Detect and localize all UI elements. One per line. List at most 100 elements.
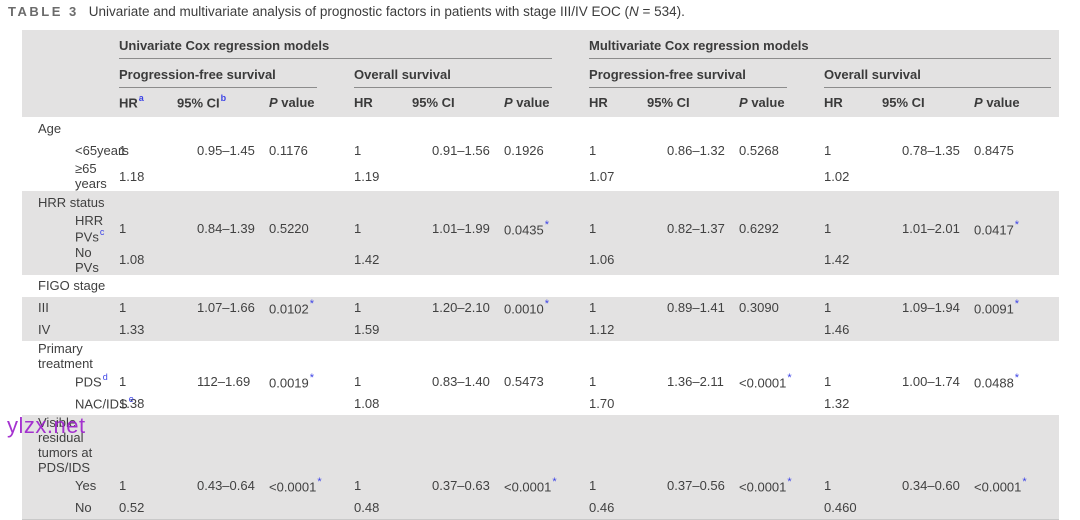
value-cell: 0.48 (354, 500, 380, 516)
group-header-label: Univariate Cox regression models (119, 38, 330, 53)
value-cell (647, 245, 739, 275)
value-cell (882, 161, 974, 191)
table-container: Univariate Cox regression models Multiva… (22, 30, 1060, 520)
table-row: No PVs 1.08 1.42 1.06 1.42 (22, 244, 1060, 275)
value-cell: 0.0435* (504, 219, 550, 238)
value-cell (974, 161, 1059, 191)
value-cell: 0.89–1.41 (667, 300, 725, 316)
column-header: HR (589, 94, 608, 110)
value-cell: 1 (119, 142, 127, 158)
row-label: IV (38, 322, 51, 338)
table-number: TABLE 3 (8, 4, 79, 19)
value-cell (739, 161, 824, 191)
value-cell: 1.46 (824, 322, 850, 338)
value-cell: 0.52 (119, 500, 145, 516)
empty-cell (119, 341, 1059, 371)
value-cell (882, 245, 974, 275)
value-cell (647, 497, 739, 520)
value-cell: 1.09–1.94 (902, 300, 960, 316)
value-cell: <0.0001* (269, 475, 322, 495)
value-cell: 0.37–0.56 (667, 478, 725, 494)
value-cell: 1 (589, 221, 597, 237)
value-cell (974, 393, 1059, 415)
row-label: Primary treatment (38, 340, 93, 371)
value-cell (647, 319, 739, 341)
value-cell (412, 319, 504, 341)
watermark: ylzx.net (7, 413, 86, 438)
value-cell (269, 319, 354, 341)
value-cell: 0.8475 (974, 142, 1014, 158)
table-body: Age <65years 1 0.95–1.45 0.1176 1 0.91–1.56 0.1… (22, 117, 1060, 520)
value-cell: 0.0417* (974, 219, 1020, 238)
value-cell (504, 319, 589, 341)
value-cell (412, 245, 504, 275)
subgroup-header-label: Progression-free survival (589, 67, 746, 82)
row-label: No PVs (75, 244, 99, 275)
value-cell (974, 497, 1059, 520)
value-cell: 0.84–1.39 (197, 221, 255, 237)
row-label: No (75, 500, 92, 516)
empty-cell (119, 275, 1059, 297)
value-cell: 1.01–1.99 (432, 221, 490, 237)
value-cell: 1 (824, 221, 832, 237)
value-cell (647, 161, 739, 191)
row-label: ≥65 years (75, 161, 107, 192)
value-cell (647, 393, 739, 415)
table-row: IV 1.33 1.59 1.12 1.46 (22, 318, 1060, 341)
value-cell (504, 497, 589, 520)
value-cell: 0.34–0.60 (902, 478, 960, 494)
value-cell: <0.0001* (739, 371, 792, 391)
group-header-univariate: Univariate Cox regression models (119, 30, 589, 59)
value-cell: 1 (354, 374, 362, 390)
value-cell: 1.36–2.11 (667, 374, 724, 390)
table-caption: TABLE 3 Univariate and multivariate analy… (8, 4, 1072, 19)
column-header: P value (739, 94, 785, 110)
table-row: No 0.52 0.48 0.46 0.460 (22, 496, 1060, 520)
value-cell: 1.07 (589, 168, 615, 184)
value-cell: 1.70 (589, 396, 615, 412)
value-cell: 0.86–1.32 (667, 142, 725, 158)
row-label: FIGO stage (38, 278, 106, 294)
column-header: 95% CI (412, 94, 455, 110)
value-cell (177, 393, 269, 415)
value-cell: 1 (824, 142, 832, 158)
column-header: 95% CIb (177, 93, 227, 111)
column-header: P value (504, 94, 550, 110)
value-cell: 0.43–0.64 (197, 478, 255, 494)
value-cell (269, 393, 354, 415)
value-cell: 1.02 (824, 168, 850, 184)
value-cell: 0.0091* (974, 297, 1020, 317)
value-cell: 1.33 (119, 322, 145, 338)
row-label: <65years (75, 142, 129, 158)
table-row: ≥65 years 1.18 1.19 1.07 1.02 (22, 161, 1059, 191)
row-label: PDSd (75, 372, 108, 390)
value-cell: 1 (119, 478, 127, 494)
subgroup-header-os: Overall survival (824, 59, 1059, 88)
value-cell (504, 245, 589, 275)
value-cell (882, 319, 974, 341)
value-cell: 1 (354, 142, 362, 158)
caption-n-italic: N (628, 4, 639, 19)
value-cell (974, 245, 1059, 275)
value-cell: 1.01–2.01 (902, 221, 960, 237)
value-cell: 0.82–1.37 (667, 221, 725, 237)
empty-cell (119, 191, 1059, 213)
value-cell: 1.38 (119, 396, 145, 412)
empty-cell (119, 117, 1059, 139)
value-cell: 0.6292 (739, 221, 779, 237)
value-cell: 1.12 (589, 322, 615, 338)
value-cell: 0.5473 (504, 374, 544, 390)
value-cell (269, 497, 354, 520)
value-cell (504, 161, 589, 191)
row-label: NAC/IDSe (75, 394, 134, 412)
section-row: Primary treatment (22, 341, 1059, 371)
value-cell: 0.5220 (269, 221, 309, 237)
value-cell (412, 393, 504, 415)
value-cell: <0.0001* (739, 475, 792, 495)
subgroup-header-label: Progression-free survival (119, 67, 276, 82)
value-cell: 1.20–2.10 (432, 300, 490, 316)
caption-text: Univariate and multivariate analysis of … (88, 4, 629, 19)
value-cell: <0.0001* (504, 475, 557, 495)
subgroup-header-label: Overall survival (824, 67, 921, 82)
value-cell (269, 161, 354, 191)
